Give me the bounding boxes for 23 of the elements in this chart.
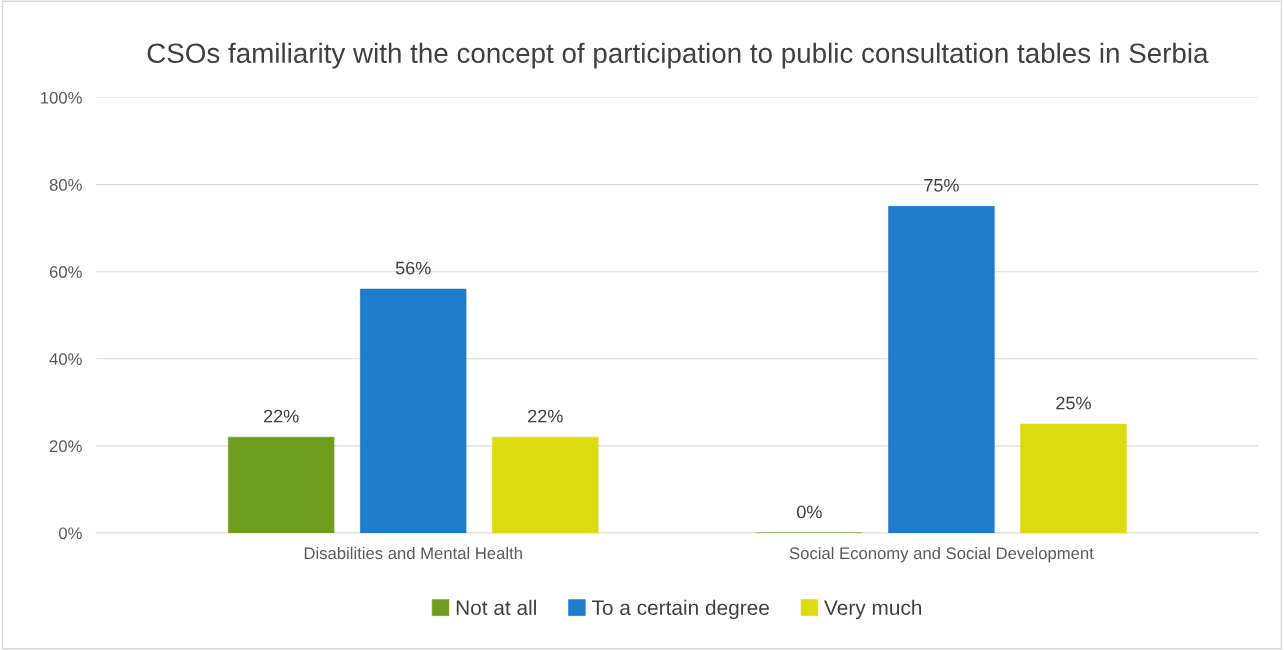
legend-label: Not at all xyxy=(456,599,536,616)
y-tick-label: 20% xyxy=(49,440,82,453)
bar xyxy=(492,436,599,533)
data-label: 22% xyxy=(264,409,299,423)
y-tick-label: 40% xyxy=(49,353,82,365)
bar xyxy=(228,436,335,533)
x-tick-label: Disabilities and Mental Health xyxy=(304,546,522,560)
legend-label: Very much xyxy=(824,599,922,620)
chart-title: CSOs familiarity with the concept of participation to public consultation tables in Serbia xyxy=(147,42,1209,69)
data-label: 0% xyxy=(797,505,822,519)
y-tick-label: 100% xyxy=(41,91,82,104)
bar xyxy=(360,288,467,533)
data-label: 56% xyxy=(395,261,431,275)
data-label: 22% xyxy=(528,409,563,423)
x-tick-label: Social Economy and Social Development xyxy=(789,546,1094,563)
y-tick-label: 80% xyxy=(49,179,82,191)
bar xyxy=(1020,423,1127,533)
data-label: 25% xyxy=(1056,396,1091,410)
y-tick-label: 0% xyxy=(58,527,82,540)
y-tick-label: 60% xyxy=(49,266,82,278)
bar xyxy=(888,206,995,533)
data-label: 75% xyxy=(924,178,959,192)
legend-label: To a certain degree xyxy=(591,599,769,620)
